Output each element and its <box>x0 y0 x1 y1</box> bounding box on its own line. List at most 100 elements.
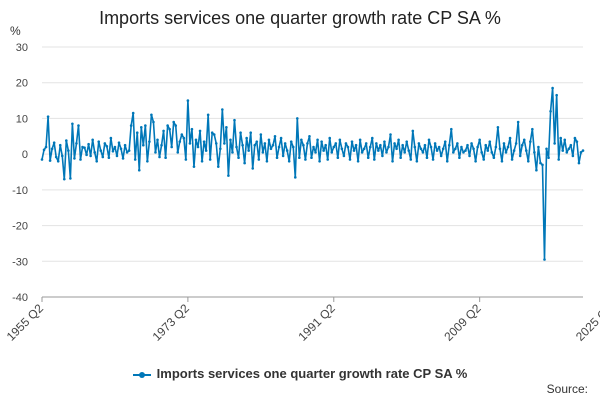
data-point <box>419 147 423 151</box>
data-point <box>216 165 220 168</box>
data-point <box>373 158 376 161</box>
data-point <box>334 142 338 145</box>
data-point <box>237 156 240 160</box>
data-point <box>330 151 334 154</box>
data-point <box>188 142 192 145</box>
data-point <box>298 156 301 160</box>
data-point <box>304 158 307 161</box>
data-point <box>111 149 115 153</box>
data-point <box>121 157 125 160</box>
data-point <box>150 113 153 117</box>
data-point <box>154 151 157 154</box>
y-tick-label: -40 <box>12 292 28 304</box>
data-point <box>383 140 386 143</box>
data-point <box>87 142 90 146</box>
data-point <box>460 145 463 149</box>
data-point <box>58 143 62 147</box>
data-point <box>192 165 196 168</box>
data-point <box>573 136 577 140</box>
data-point <box>403 151 406 154</box>
data-point <box>306 142 309 145</box>
data-point <box>105 144 109 148</box>
data-point <box>186 99 190 102</box>
data-point <box>342 154 346 158</box>
data-point <box>537 145 540 149</box>
y-axis-unit-label: % <box>10 24 21 38</box>
data-point <box>190 127 194 131</box>
data-point <box>522 138 526 142</box>
data-point <box>310 156 313 160</box>
data-point <box>277 145 281 149</box>
data-point <box>500 159 504 163</box>
data-point <box>541 163 544 167</box>
x-tick-label: 1973 Q2 <box>150 301 193 344</box>
data-point <box>162 129 165 133</box>
data-point <box>549 109 552 113</box>
data-point <box>405 140 409 143</box>
data-point <box>269 147 273 151</box>
data-point <box>65 139 68 142</box>
data-point <box>322 149 325 152</box>
data-point <box>496 126 500 129</box>
data-point <box>241 143 244 147</box>
data-point <box>170 145 173 149</box>
data-point <box>324 143 327 147</box>
data-point <box>506 145 510 149</box>
data-point <box>464 149 467 152</box>
data-point <box>259 133 263 136</box>
data-point <box>494 145 498 149</box>
data-point <box>184 158 188 161</box>
data-point <box>137 168 141 172</box>
data-point <box>283 142 287 145</box>
data-point <box>401 143 404 147</box>
data-point <box>344 142 348 145</box>
data-point <box>370 136 374 140</box>
data-point <box>555 93 558 97</box>
data-point <box>366 156 370 160</box>
data-point <box>415 159 419 163</box>
y-axis: 30 20 10 0 -10 -20 -30 -40 <box>12 42 28 304</box>
data-point <box>69 177 72 180</box>
data-point <box>379 143 382 147</box>
data-point <box>553 142 556 145</box>
data-point <box>198 129 202 133</box>
y-tick-label: 10 <box>16 113 28 125</box>
data-point <box>168 127 171 131</box>
data-point <box>458 156 461 160</box>
data-point <box>358 138 362 142</box>
data-point <box>338 138 342 142</box>
data-point <box>439 154 443 158</box>
data-point <box>255 140 259 143</box>
data-point <box>565 151 569 154</box>
data-point <box>472 147 475 151</box>
x-tick-label: 1991 Q2 <box>295 301 338 344</box>
data-point <box>437 145 441 149</box>
data-point <box>227 174 230 177</box>
data-point <box>93 151 96 154</box>
data-point <box>160 143 163 147</box>
y-tick-label: 20 <box>16 78 28 90</box>
data-point <box>417 142 421 145</box>
legend: Imports services one quarter growth rate… <box>0 366 600 381</box>
data-point <box>249 131 252 135</box>
data-point <box>148 140 151 143</box>
data-point <box>174 124 178 127</box>
data-point <box>395 147 398 151</box>
data-point <box>377 149 380 152</box>
data-point <box>176 151 180 154</box>
data-point <box>391 159 394 163</box>
data-point <box>289 140 293 143</box>
data-point <box>81 145 84 149</box>
data-point <box>247 149 250 152</box>
data-point <box>498 147 502 151</box>
data-point <box>547 156 550 160</box>
data-point <box>142 143 145 147</box>
data-point <box>172 120 175 124</box>
data-point <box>561 149 565 152</box>
gridlines <box>42 46 583 298</box>
data-point <box>62 177 66 181</box>
data-point <box>411 129 415 133</box>
data-point <box>245 136 248 140</box>
data-point <box>526 159 530 163</box>
data-point <box>219 147 222 151</box>
